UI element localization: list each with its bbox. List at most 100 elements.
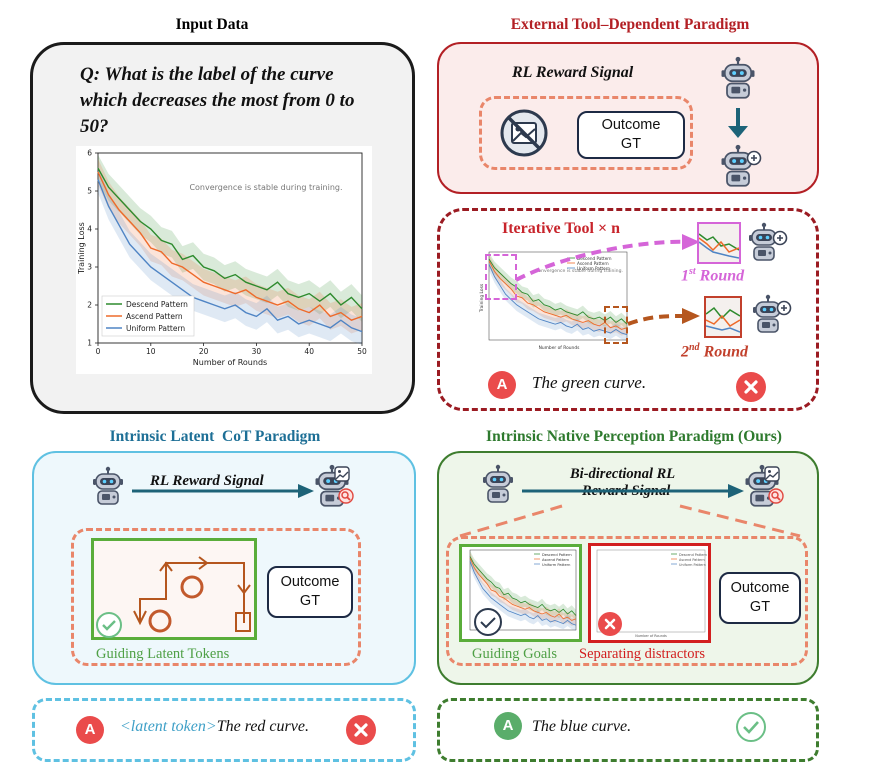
latent-answer-text: The red curve.	[216, 718, 309, 735]
line-ascend	[488, 260, 628, 330]
y-tick-label: 6	[87, 149, 92, 158]
distractor-legend-1: Descend Pattern	[679, 553, 707, 557]
zoom-plus-icon	[772, 230, 788, 246]
expand-lines	[459, 504, 801, 538]
robot-icon	[718, 56, 758, 100]
mini-ylabel: Training Loss	[479, 283, 485, 313]
legend-ascend: Ascend Pattern	[126, 312, 183, 321]
round1-arrow	[515, 239, 689, 282]
round2-suffix: Round	[699, 343, 749, 361]
native-reward-label-1: Bi-directional RL	[570, 466, 676, 482]
goals-legend-3: Uniform Pattern	[542, 563, 570, 567]
round2-num: 2	[681, 343, 689, 361]
mini-legend-2: Ascend Pattern	[577, 261, 609, 266]
native-answer-box	[437, 698, 819, 762]
external-reward-label: RL Reward Signal	[512, 64, 634, 81]
no-image-icon	[500, 109, 548, 157]
band-uniform	[98, 166, 362, 345]
line-uniform	[97, 179, 363, 333]
round1-suffix: Round	[695, 267, 745, 285]
goals-plot-frame	[469, 549, 577, 631]
x-tick-label: 0	[96, 347, 101, 356]
reward-arrow	[132, 484, 314, 498]
round2-crop-lines	[706, 306, 740, 333]
line-descend	[97, 167, 363, 310]
band-ascend	[98, 158, 362, 334]
mini-xlabel: Number of Rounds	[539, 345, 581, 351]
iterative-tool-box	[437, 208, 819, 411]
answer-badge: A	[488, 371, 516, 399]
image-icon	[764, 466, 780, 482]
distractor-plot-frame	[596, 549, 706, 633]
goals-caption: Guiding Goals	[472, 646, 557, 662]
correct-icon	[736, 712, 766, 742]
chart-annotation: Convergence is stable during training.	[189, 183, 342, 192]
y-tick-label: 3	[87, 263, 92, 272]
distractor-xlabel: Number of Rounds	[635, 634, 667, 638]
round1-arrowhead	[682, 234, 700, 250]
round2-crop	[704, 296, 742, 338]
y-tick-label: 1	[87, 339, 92, 348]
x-tick-label: 50	[357, 347, 367, 356]
input-panel-title: Input Data	[175, 16, 249, 33]
arrow-down-icon	[728, 108, 748, 138]
round1-region	[485, 254, 517, 300]
external-outcome-gt: Outcome GT	[577, 111, 685, 159]
latent-reward-label: RL Reward Signal	[150, 473, 264, 489]
latent-path	[139, 562, 245, 623]
band-descend	[98, 154, 362, 323]
question-text: Q: What is the label of the curve which …	[80, 64, 355, 137]
zoom-plus-icon	[776, 300, 792, 316]
search-icon	[338, 488, 354, 504]
round2-arrow	[627, 314, 687, 326]
round1-label: 1st Round	[681, 266, 744, 285]
latent-caption: Guiding Latent Tokens	[96, 646, 230, 662]
latent-path-drawing	[133, 556, 251, 633]
band-descend	[470, 550, 576, 622]
native-answer: The blue curve.	[532, 718, 632, 735]
round2-region	[604, 306, 628, 344]
external-dashed-box	[479, 96, 693, 170]
loss-chart: Convergence is stable during training. N…	[77, 149, 367, 368]
x-tick-label: 10	[146, 347, 156, 356]
robot-icon	[480, 464, 516, 504]
native-outcome-gt: Outcome GT	[719, 572, 801, 624]
goals-legend-2: Ascend Pattern	[542, 558, 569, 562]
round2-arrowhead	[682, 308, 700, 324]
zoom-plus-icon	[746, 150, 762, 166]
band-uniform	[470, 555, 576, 631]
outcome-line2: GT	[299, 593, 321, 609]
check-icon	[96, 612, 122, 638]
distractor-mini-chart: Descend Pattern Ascend Pattern Uniform P…	[596, 549, 707, 638]
wrong-icon	[346, 715, 376, 745]
outcome-line2: GT	[620, 136, 642, 152]
goals-mini-chart: Descend Pattern Ascend Pattern Uniform P…	[469, 549, 577, 631]
native-dashed-box	[446, 536, 808, 666]
y-axis-label: Training Loss	[77, 222, 86, 275]
plot-frame	[97, 152, 363, 344]
x-tick-label: 40	[304, 347, 314, 356]
latent-answer: <latent token>The red curve.	[120, 718, 309, 736]
round2-sup: nd	[689, 342, 700, 353]
image-icon	[334, 466, 350, 482]
iterative-tool-label: Iterative Tool × n	[502, 220, 621, 237]
mini-annotation: Convergence is stable during training.	[535, 268, 623, 274]
line-ascend	[469, 557, 577, 621]
external-answer: The green curve.	[532, 373, 647, 392]
line-descend	[469, 556, 577, 616]
round2-label: 2nd Round	[681, 342, 748, 361]
latent-token-text: <latent token>	[120, 718, 217, 735]
line-descend	[488, 258, 628, 325]
legend-uniform: Uniform Pattern	[126, 324, 185, 333]
latent-panel-title: Intrinsic Latent CoT Paradigm	[109, 428, 321, 445]
mini-plot-frame	[488, 251, 628, 341]
line-ascend	[97, 171, 363, 321]
answer-badge: A	[76, 716, 104, 744]
outcome-line1: Outcome	[730, 580, 790, 596]
wrong-icon	[736, 372, 766, 402]
round1-sup: st	[689, 266, 696, 277]
outcome-line1: Outcome	[601, 117, 661, 133]
native-panel-title: Intrinsic Native Perception Paradigm (Ou…	[486, 428, 782, 445]
mini-legend-3: Uniform Pattern	[577, 266, 610, 271]
goals-legend-1: Descend Pattern	[542, 553, 572, 557]
